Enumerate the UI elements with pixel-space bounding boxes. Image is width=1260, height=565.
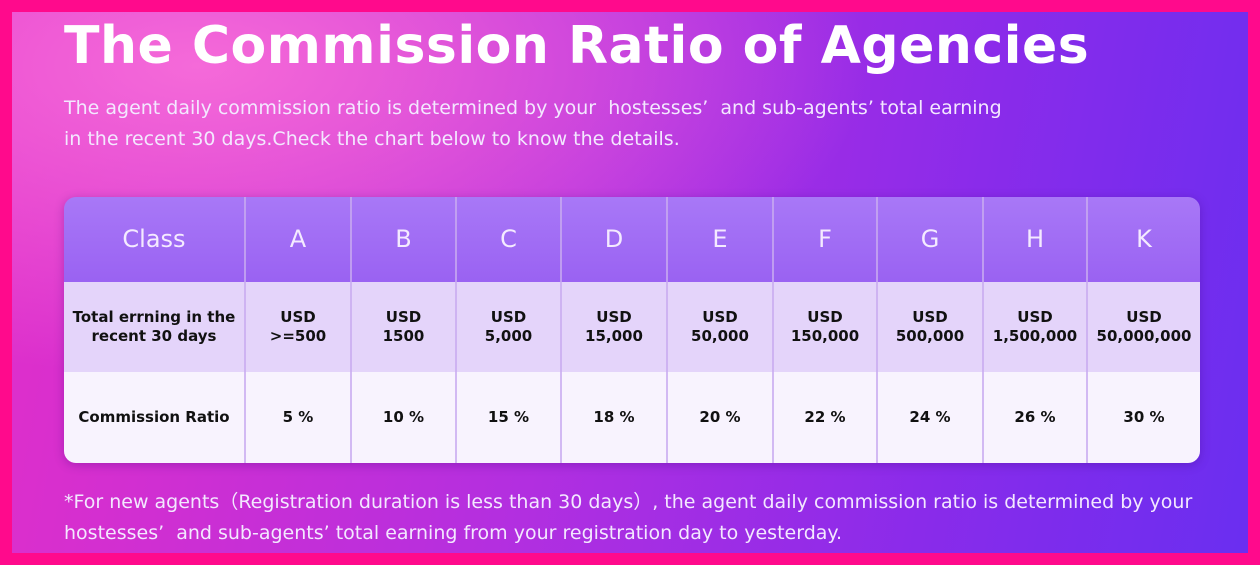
table-cell: 20 % bbox=[668, 372, 774, 463]
header-cell: F bbox=[774, 197, 878, 282]
header-cell: Class bbox=[64, 197, 246, 282]
cell-text: USD bbox=[490, 308, 527, 326]
text-line: hostesses’ and sub-agents’ total earning… bbox=[64, 522, 842, 544]
cell-text: Commission Ratio bbox=[78, 408, 230, 426]
cell-text: 1500 bbox=[382, 327, 425, 345]
table-cell: USD 150,000 bbox=[774, 282, 878, 372]
cell-text: USD bbox=[385, 308, 422, 326]
table-cell: Commission Ratio bbox=[64, 372, 246, 463]
cell-text: 5,000 bbox=[484, 327, 533, 345]
cell-text: 5 % bbox=[282, 408, 314, 426]
cell-text: recent 30 days bbox=[91, 327, 217, 345]
table-cell: USD 1,500,000 bbox=[984, 282, 1088, 372]
cell-text: 18 % bbox=[593, 408, 635, 426]
cell-text: USD bbox=[280, 308, 316, 326]
cell-text: Total errning in the bbox=[72, 308, 236, 326]
header-cell: D bbox=[562, 197, 668, 282]
cell-text: 26 % bbox=[1014, 408, 1056, 426]
table-cell: Total errning in the recent 30 days bbox=[64, 282, 246, 372]
table-cell: 10 % bbox=[352, 372, 457, 463]
cell-text: USD bbox=[1126, 308, 1162, 326]
header-cell: K bbox=[1088, 197, 1200, 282]
cell-text: 22 % bbox=[804, 408, 846, 426]
table-cell: USD 1500 bbox=[352, 282, 457, 372]
cell-text: 15 % bbox=[487, 408, 530, 426]
table-cell: 30 % bbox=[1088, 372, 1200, 463]
cell-text: 50,000 bbox=[691, 327, 749, 345]
table-cell: 5 % bbox=[246, 372, 352, 463]
header-cell: H bbox=[984, 197, 1088, 282]
table-cell: 18 % bbox=[562, 372, 668, 463]
cell-text: 24 % bbox=[909, 408, 951, 426]
header-cell: G bbox=[878, 197, 984, 282]
cell-text: 20 % bbox=[699, 408, 741, 426]
header-cell: B bbox=[352, 197, 457, 282]
table-cell: 24 % bbox=[878, 372, 984, 463]
table-cell: 22 % bbox=[774, 372, 878, 463]
cell-text: 150,000 bbox=[790, 327, 860, 345]
header-cell: A bbox=[246, 197, 352, 282]
title: The Commission Ratio of Agencies bbox=[64, 16, 1090, 76]
cell-text: 500,000 bbox=[895, 327, 965, 345]
table-cell: 26 % bbox=[984, 372, 1088, 463]
text-line: in the recent 30 days.Check the chart be… bbox=[64, 128, 680, 150]
table-cell: USD >=500 bbox=[246, 282, 352, 372]
cell-text: USD bbox=[596, 308, 632, 326]
cell-text: USD bbox=[807, 308, 843, 326]
text-line: *For new agents（Registration duration is… bbox=[64, 491, 1193, 513]
text-line: The agent daily commission ratio is dete… bbox=[64, 97, 1002, 119]
cell-text: USD bbox=[912, 308, 948, 326]
cell-text: USD bbox=[702, 308, 738, 326]
table-cell: USD 5,000 bbox=[457, 282, 562, 372]
cell-text: 1,500,000 bbox=[992, 327, 1078, 345]
table-cell: USD 50,000,000 bbox=[1088, 282, 1200, 372]
cell-text: 50,000,000 bbox=[1096, 327, 1192, 345]
table-cell: USD 500,000 bbox=[878, 282, 984, 372]
cell-text: 30 % bbox=[1123, 408, 1165, 426]
cell-text: USD bbox=[1017, 308, 1053, 326]
header-cell: E bbox=[668, 197, 774, 282]
header-cell: C bbox=[457, 197, 562, 282]
cell-text: 10 % bbox=[382, 408, 425, 426]
commission-table: Class A B C D E F G H K Total errning in the recent… bbox=[64, 197, 1200, 463]
table-cell: USD 50,000 bbox=[668, 282, 774, 372]
cell-text: >=500 bbox=[269, 327, 327, 345]
description: The agent daily commission ratio is dete… bbox=[64, 93, 1002, 155]
footnote: *For new agents（Registration duration is… bbox=[64, 487, 1192, 549]
table-cell: USD 15,000 bbox=[562, 282, 668, 372]
cell-text: 15,000 bbox=[585, 327, 643, 345]
table-cell: 15 % bbox=[457, 372, 562, 463]
